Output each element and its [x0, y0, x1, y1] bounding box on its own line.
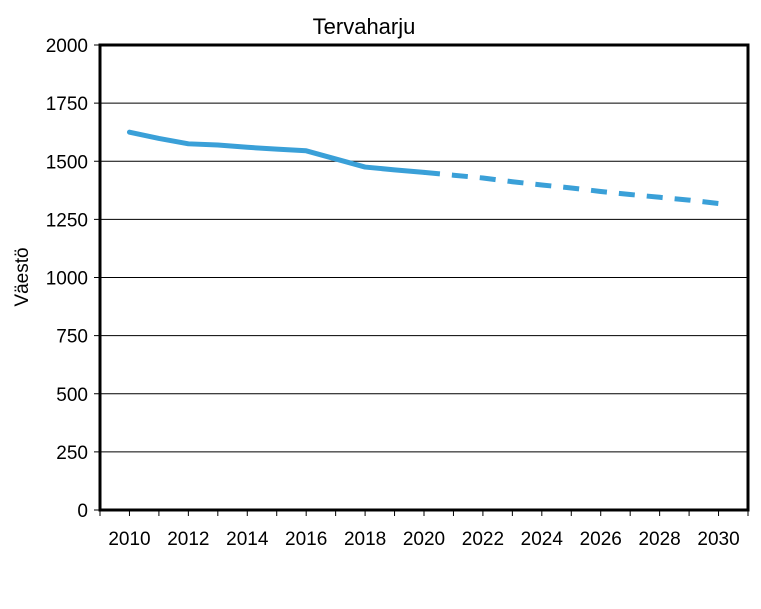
- y-tick-label: 750: [56, 327, 88, 348]
- y-axis: 0 250 500 750 1000 1250 1500 1750 2000: [46, 36, 100, 522]
- x-tick-label: 2018: [344, 529, 386, 550]
- gridlines: [100, 102, 748, 453]
- y-tick-label: 1000: [46, 269, 88, 290]
- x-tick-label: 2020: [403, 529, 445, 550]
- y-axis-label: Väestö: [12, 247, 33, 306]
- x-tick-label: 2014: [226, 529, 269, 550]
- x-tick-label: 2022: [462, 529, 504, 550]
- y-tick-label: 1250: [46, 210, 88, 231]
- series-lines: [126, 129, 719, 207]
- y-tick-label: 0: [77, 501, 88, 522]
- x-tick-label: 2010: [108, 529, 150, 550]
- y-tick-label: 250: [56, 443, 88, 464]
- x-tick-label: 2028: [638, 529, 680, 550]
- x-axis: 2010 2012 2014 2016 2018 2020 2022 2024 2026 2028…: [99, 510, 749, 550]
- series-line-solid: [126, 129, 427, 175]
- x-tick-label: 2026: [580, 529, 622, 550]
- chart-title: Tervaharju: [313, 14, 416, 39]
- y-tick-label: 2000: [46, 36, 88, 57]
- x-tick-label: 2024: [521, 529, 564, 550]
- x-tick-label: 2030: [697, 529, 739, 550]
- y-tick-label: 1750: [46, 94, 88, 115]
- x-tick-label: 2012: [167, 529, 209, 550]
- y-tick-label: 500: [56, 385, 88, 406]
- y-tick-label: 1500: [46, 152, 88, 173]
- x-tick-label: 2016: [285, 529, 327, 550]
